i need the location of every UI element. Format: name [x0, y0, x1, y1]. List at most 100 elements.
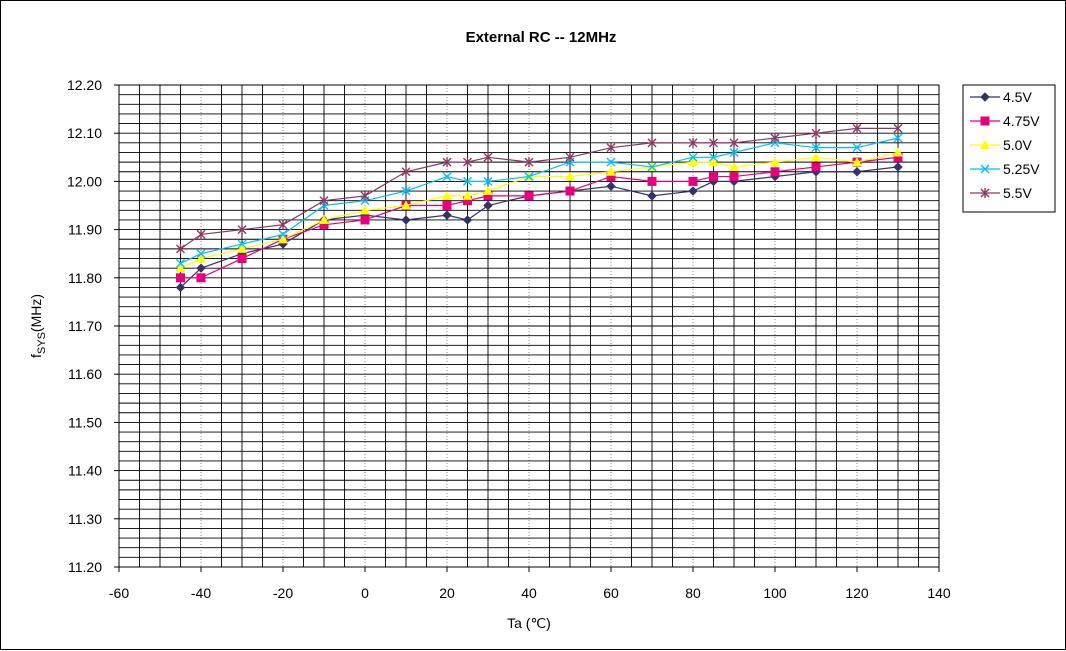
data-point — [811, 128, 821, 139]
data-point — [524, 172, 534, 182]
data-point — [401, 166, 411, 177]
data-point — [688, 176, 698, 186]
data-point — [196, 263, 206, 273]
data-point — [811, 152, 821, 162]
series-4.75V — [176, 152, 903, 283]
data-point — [237, 239, 247, 249]
chart-title: External RC -- 12MHz — [466, 29, 617, 46]
data-point — [893, 147, 903, 157]
y-tick-label: 11.60 — [68, 366, 102, 382]
data-point — [709, 137, 718, 148]
data-point — [319, 214, 329, 224]
data-point — [483, 191, 493, 201]
legend-item: 5.25V — [970, 161, 1040, 177]
data-point — [175, 282, 186, 293]
data-point — [709, 172, 718, 182]
data-point — [401, 186, 411, 196]
legend-item: 5.0V — [970, 137, 1032, 153]
data-point — [463, 157, 472, 168]
y-tick-label: 12.10 — [67, 125, 102, 141]
legend-marker — [980, 92, 990, 102]
data-point — [852, 123, 862, 134]
data-point — [688, 157, 698, 167]
data-point — [360, 205, 370, 215]
data-point — [360, 190, 370, 201]
y-axis-label-main: f — [28, 354, 44, 358]
data-point — [606, 166, 616, 176]
data-point — [196, 253, 206, 263]
legend-label: 5.5V — [1003, 185, 1032, 201]
data-point — [442, 210, 452, 220]
legend-marker — [980, 188, 990, 198]
data-point — [401, 200, 411, 210]
data-point — [606, 172, 616, 182]
data-point — [196, 273, 206, 283]
data-point — [852, 143, 862, 153]
data-point — [606, 181, 616, 191]
data-point — [360, 215, 370, 225]
y-tick-label: 11.90 — [68, 222, 102, 238]
x-tick-label: 80 — [685, 585, 701, 601]
y-tick-label: 11.70 — [68, 318, 102, 334]
data-point — [442, 201, 452, 210]
y-tick-label: 12.20 — [67, 77, 102, 93]
data-point — [565, 152, 575, 163]
data-point — [893, 162, 903, 172]
y-tick-label: 11.30 — [68, 511, 102, 527]
legend-marker — [980, 116, 990, 126]
legend-box — [962, 84, 1056, 213]
y-tick-label: 11.40 — [68, 463, 102, 479]
data-point — [483, 152, 493, 163]
legend-item: 4.75V — [970, 113, 1040, 129]
data-point — [729, 137, 739, 148]
data-point — [770, 167, 780, 177]
data-point — [278, 229, 288, 239]
data-point — [463, 176, 472, 186]
data-point — [852, 157, 862, 167]
data-point — [442, 157, 452, 168]
data-point — [196, 249, 206, 259]
legend-label: 4.75V — [1003, 113, 1040, 129]
data-point — [852, 167, 862, 177]
data-point — [647, 137, 657, 148]
grid — [119, 85, 939, 567]
series-layer — [175, 123, 903, 293]
data-point — [442, 172, 452, 182]
x-axis-ticks: -60 -40 -20 0 20 40 60 80 100 120 140 — [109, 567, 951, 601]
data-point — [237, 243, 247, 253]
data-point — [483, 176, 493, 186]
legend-item: 4.5V — [970, 89, 1032, 105]
legend-item: 5.5V — [970, 185, 1032, 201]
data-point — [770, 133, 780, 144]
data-point — [483, 186, 493, 196]
data-point — [893, 123, 903, 134]
x-tick-label: 100 — [763, 585, 787, 601]
data-point — [688, 186, 698, 196]
legend-label: 5.25V — [1003, 161, 1040, 177]
data-point — [196, 229, 206, 240]
data-point — [606, 142, 616, 153]
data-point — [278, 219, 288, 230]
legend-marker — [980, 164, 990, 174]
data-point — [606, 157, 616, 167]
data-point — [770, 157, 780, 167]
data-point — [462, 190, 473, 200]
data-point — [319, 220, 329, 230]
data-point — [401, 215, 411, 225]
data-point — [811, 162, 821, 172]
x-tick-label: -60 — [109, 585, 129, 601]
data-point — [176, 273, 185, 283]
data-point — [442, 190, 452, 200]
data-point — [565, 186, 575, 196]
data-point — [176, 243, 185, 254]
data-point — [524, 191, 534, 201]
y-axis-ticks: 12.20 12.10 12.00 11.90 11.80 11.70 11.60 11.50… — [67, 77, 119, 575]
x-tick-label: 120 — [845, 585, 869, 601]
y-tick-label: 11.20 — [68, 559, 102, 575]
data-point — [463, 196, 472, 206]
x-tick-label: -40 — [191, 585, 211, 601]
y-axis-label-unit: (MHz) — [28, 294, 44, 332]
legend: 4.5V 4.75V 5.0V 5.25V 5.5V — [962, 84, 1056, 213]
